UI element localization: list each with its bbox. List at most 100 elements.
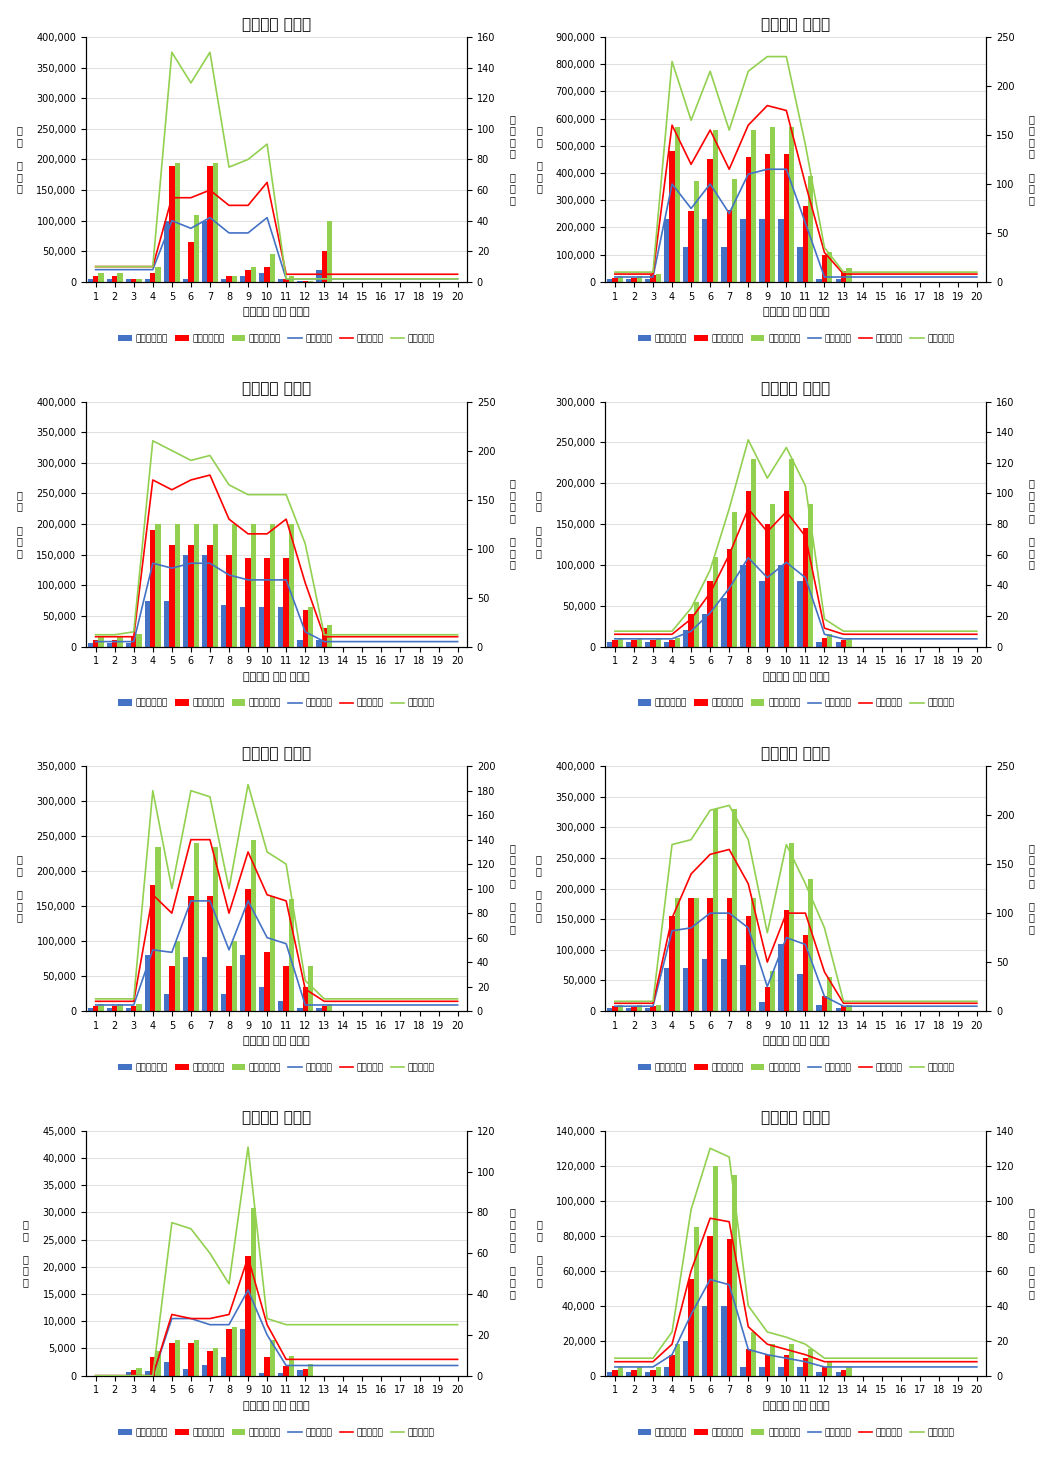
Bar [827,634,832,647]
Y-axis label: 동
네
예
보

강
수
량: 동 네 예 보 강 수 량 [509,478,515,570]
Bar [808,1349,813,1375]
Bar [145,600,150,647]
Bar [669,640,675,647]
Bar [779,565,784,647]
Bar [683,246,688,281]
Bar [322,251,327,281]
Bar [664,220,669,281]
Legend: 최소총피해액, 중간총피해액, 최대총피해액, 최소강수량, 중간강수량, 최대강수량: 최소총피해액, 중간총피해액, 최대총피해액, 최소강수량, 중간강수량, 최대… [115,1425,438,1441]
Bar [803,934,808,1011]
Y-axis label: 예
측

피
해
액: 예 측 피 해 액 [23,1220,28,1287]
Title: 경상남도 거제시: 경상남도 거제시 [761,16,830,32]
Bar [322,1005,327,1011]
Y-axis label: 동
네
예
보

강
수
량: 동 네 예 보 강 수 량 [509,114,515,205]
X-axis label: 동네예보 시간 데이터: 동네예보 시간 데이터 [244,1402,310,1410]
Bar [316,641,322,647]
Bar [694,1227,699,1375]
Bar [316,1008,322,1011]
Bar [731,809,737,1011]
Bar [656,638,661,647]
Bar [145,1371,150,1375]
Bar [721,597,726,647]
Bar [637,1005,642,1011]
Bar [126,1372,131,1375]
Bar [297,1008,303,1011]
Bar [740,965,745,1011]
Bar [260,272,265,281]
Bar [289,275,294,281]
Bar [174,525,180,647]
Bar [164,600,169,647]
Y-axis label: 예
측

피
해
액: 예 측 피 해 액 [17,490,22,558]
Bar [193,525,199,647]
Bar [688,1279,694,1375]
Bar [817,643,822,647]
Bar [726,210,731,281]
Bar [99,1004,104,1011]
Legend: 최소총피해액, 중간총피해액, 최대총피해액, 최소강수량, 중간강수량, 최대강수량: 최소총피해액, 중간총피해액, 최대총피해액, 최소강수량, 중간강수량, 최대… [634,1425,957,1441]
Bar [150,1356,156,1375]
Bar [632,640,637,647]
Legend: 최소총피해액, 중간총피해액, 최대총피해액, 최소강수량, 중간강수량, 최대강수량: 최소총피해액, 중간총피해액, 최대총피해액, 최소강수량, 중간강수량, 최대… [634,1059,957,1075]
Bar [308,606,313,647]
Bar [327,220,332,281]
Bar [688,898,694,1011]
Bar [137,1004,142,1011]
Y-axis label: 동
네
예
보

강
수
량: 동 네 예 보 강 수 량 [509,1208,515,1298]
Bar [669,916,675,1011]
Bar [137,634,142,647]
Bar [789,1345,795,1375]
Legend: 최소총피해액, 중간총피해액, 최대총피해액, 최소강수량, 중간강수량, 최대강수량: 최소총피해액, 중간총피해액, 최대총피해액, 최소강수량, 중간강수량, 최대… [634,695,957,711]
Bar [836,280,841,281]
Bar [822,255,827,281]
Bar [817,1372,822,1375]
Bar [270,896,275,1011]
Title: 전라남도 강진구: 전라남도 강진구 [242,16,311,32]
Bar [279,1372,284,1375]
Bar [231,275,236,281]
Bar [226,1329,231,1375]
Bar [308,966,313,1011]
Y-axis label: 예
측

피
해
액: 예 측 피 해 액 [17,855,22,922]
Bar [240,956,245,1011]
Bar [822,995,827,1011]
Bar [675,898,680,1011]
Bar [92,1005,99,1011]
Bar [188,896,193,1011]
X-axis label: 동네예보 시간 데이터: 동네예보 시간 데이터 [244,1036,310,1046]
Bar [613,278,618,281]
Bar [726,898,731,1011]
Bar [702,959,707,1011]
Bar [316,270,322,281]
Bar [212,163,218,281]
Bar [745,1349,750,1375]
Bar [245,889,251,1011]
Bar [251,525,256,647]
Bar [87,1008,92,1011]
Bar [131,637,137,647]
Bar [731,1174,737,1375]
Bar [606,280,613,281]
Bar [118,637,123,647]
Bar [279,1001,284,1011]
Bar [626,1372,632,1375]
Bar [183,555,188,647]
Y-axis label: 예
측

피
해
액: 예 측 피 해 액 [536,855,542,922]
Bar [279,278,284,281]
Bar [251,267,256,281]
Bar [707,159,713,281]
Bar [303,986,308,1011]
Bar [822,1367,827,1375]
Legend: 최소총피해액, 중간총피해액, 최대총피해액, 최소강수량, 중간강수량, 최대강수량: 최소총피해액, 중간총피해액, 최대총피해액, 최소강수량, 중간강수량, 최대… [115,695,438,711]
Bar [188,545,193,647]
Bar [836,1372,841,1375]
Bar [656,274,661,281]
Bar [745,491,750,647]
Bar [784,911,789,1011]
Bar [221,1356,226,1375]
Bar [765,154,770,281]
Bar [131,1005,137,1011]
Bar [750,459,757,647]
Bar [713,557,718,647]
Bar [721,959,726,1011]
